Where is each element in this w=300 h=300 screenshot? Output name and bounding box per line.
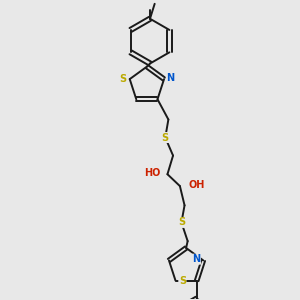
Text: S: S bbox=[178, 218, 185, 227]
Text: S: S bbox=[179, 276, 186, 286]
Text: S: S bbox=[162, 133, 169, 142]
Text: HO: HO bbox=[144, 168, 160, 178]
Text: N: N bbox=[166, 73, 174, 83]
Text: S: S bbox=[119, 74, 127, 84]
Text: OH: OH bbox=[189, 180, 205, 190]
Text: H: H bbox=[189, 180, 197, 190]
Text: N: N bbox=[192, 254, 200, 264]
